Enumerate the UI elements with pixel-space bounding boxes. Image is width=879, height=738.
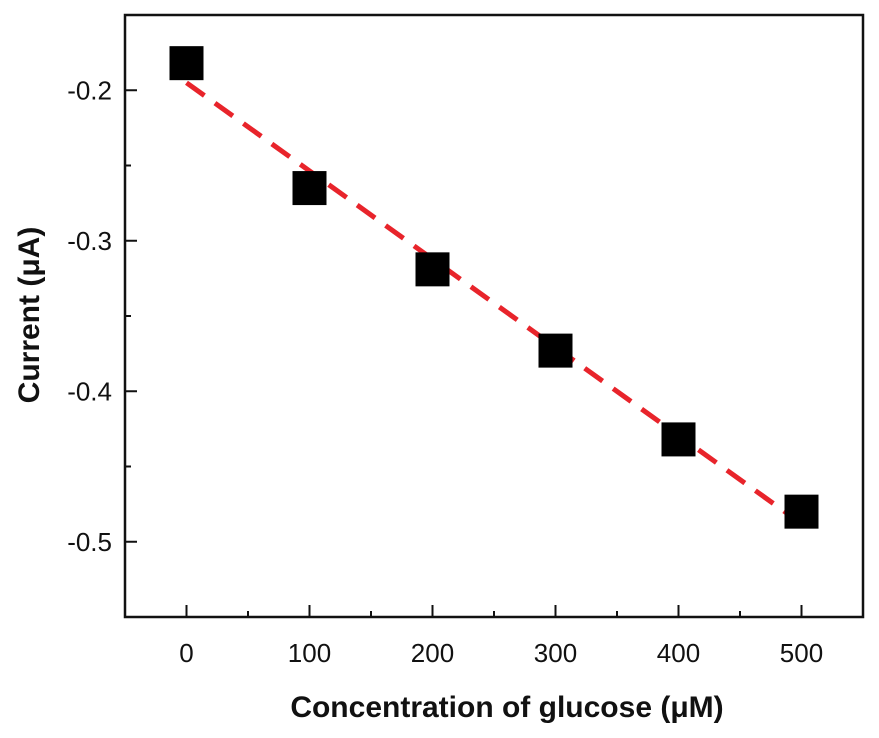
fit-line xyxy=(185,80,803,526)
fit-line-group xyxy=(185,80,803,526)
data-point xyxy=(169,46,204,81)
x-tick-label: 200 xyxy=(411,638,454,668)
plot-frame xyxy=(123,13,865,619)
x-axis-title: Concentration of glucose (μM) xyxy=(290,691,723,724)
x-tick-label: 100 xyxy=(288,638,331,668)
data-point xyxy=(538,333,573,368)
y-axis-title: Current (μA) xyxy=(13,227,46,404)
data-point xyxy=(661,422,696,457)
data-point xyxy=(415,252,450,287)
x-tick-label: 500 xyxy=(780,638,823,668)
y-tick-label: -0.2 xyxy=(67,75,112,105)
y-tick-label: -0.5 xyxy=(67,527,112,557)
x-tick-label: 0 xyxy=(179,638,193,668)
data-point xyxy=(292,171,327,206)
data-points xyxy=(169,46,819,529)
x-tick-label: 400 xyxy=(657,638,700,668)
data-point xyxy=(784,494,819,529)
x-tick-label: 300 xyxy=(534,638,577,668)
y-tick-label: -0.4 xyxy=(67,376,112,406)
ticks xyxy=(125,14,803,617)
y-tick-label: -0.3 xyxy=(67,226,112,256)
tick-labels: 0 100 200 300 400 500 -0.2 -0.3 -0.4 -0.5 xyxy=(67,75,823,668)
